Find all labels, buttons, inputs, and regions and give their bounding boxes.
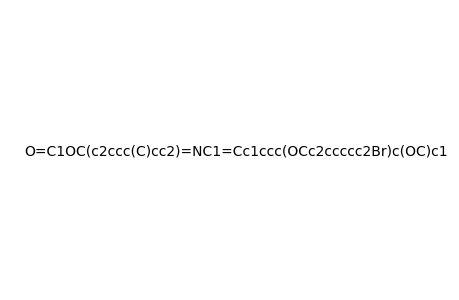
Text: O=C1OC(c2ccc(C)cc2)=NC1=Cc1ccc(OCc2ccccc2Br)c(OC)c1: O=C1OC(c2ccc(C)cc2)=NC1=Cc1ccc(OCc2ccccc… bbox=[24, 145, 447, 158]
